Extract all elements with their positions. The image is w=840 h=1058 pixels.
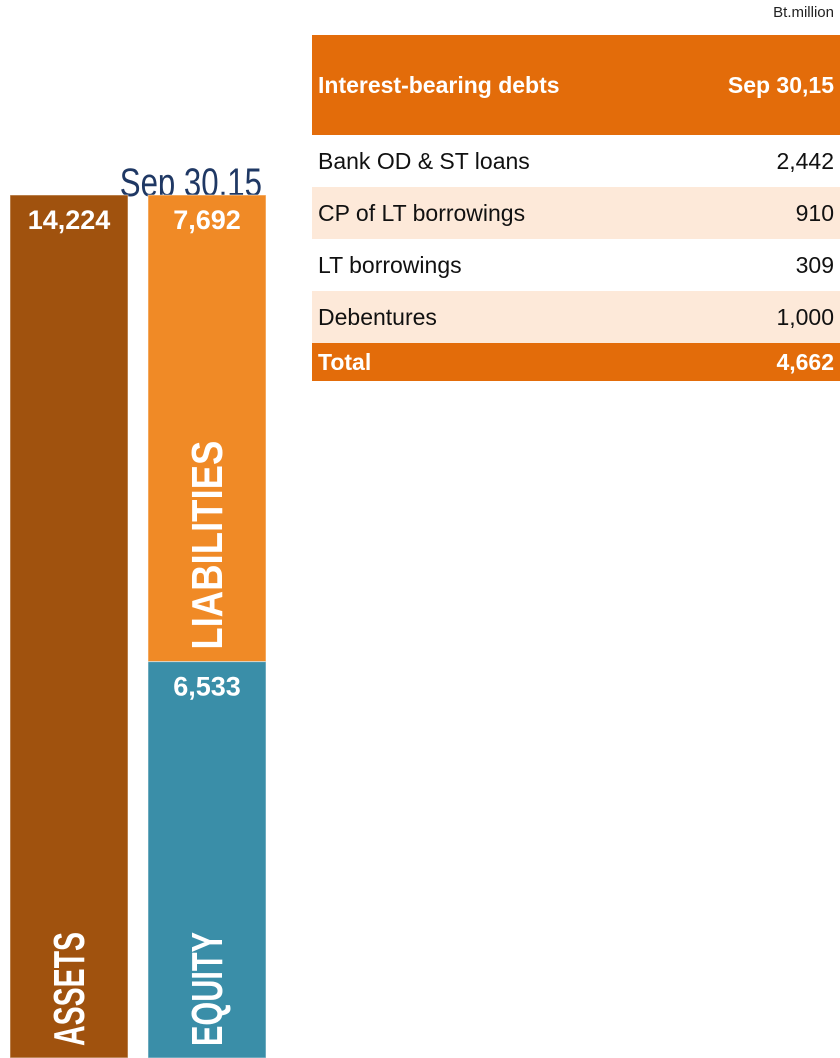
value-label: 7,692 (173, 205, 241, 235)
header-cell: Sep 30,15 (672, 35, 840, 135)
table-cell: Bank OD & ST loans (318, 147, 530, 174)
table-row: Bank OD & ST loans 2,442 (312, 135, 840, 187)
header-row: Interest-bearing debts Sep 30,15 (312, 35, 840, 135)
segment-name: ASSETS (45, 932, 94, 1046)
table-row: Debentures 1,000 (312, 291, 840, 343)
header-cell: Interest-bearing debts (312, 35, 673, 135)
debt-table: Interest-bearing debts Sep 30,15 Bank OD… (312, 35, 840, 381)
table-cell: Total (312, 343, 673, 381)
table-row: LT borrowings 309 (312, 239, 840, 291)
table-cell: Debentures (312, 291, 673, 343)
segment-name: EQUITY (183, 932, 232, 1046)
table-cell: 2,442 (776, 147, 834, 174)
table-cell: CP of LT borrowings (312, 187, 673, 239)
unit-label: Bt.million (773, 4, 834, 21)
table-cell: 1,000 (672, 291, 840, 343)
bar-segment (147, 194, 267, 663)
segment-name: LIABILITIES (183, 441, 232, 650)
bar-segment (147, 661, 267, 1058)
table-row: CP of LT borrowings 910 (312, 187, 840, 239)
table-cell: 309 (795, 251, 834, 278)
value-label: 14,224 (28, 205, 111, 235)
table-cell: 910 (672, 187, 840, 239)
table-cell: 4,662 (672, 343, 840, 381)
value-label: 6,533 (173, 672, 241, 702)
bar-segment (9, 194, 129, 1058)
table-row: Total 4,662 (312, 343, 840, 381)
table-cell: LT borrowings (318, 251, 462, 278)
